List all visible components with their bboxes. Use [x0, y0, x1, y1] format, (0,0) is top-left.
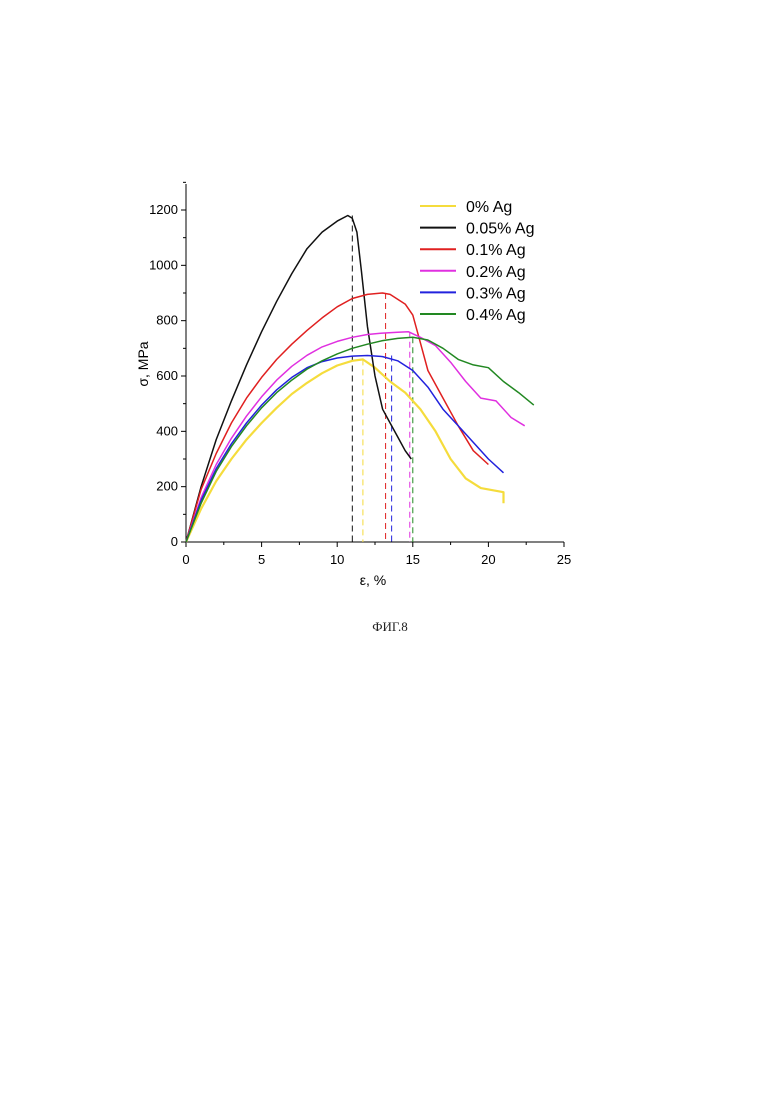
x-tick-label: 5 — [258, 552, 265, 567]
x-ticks: 0 5 10 15 20 25 — [182, 542, 571, 567]
x-axis-label: ε, % — [360, 572, 386, 588]
y-tick-label: 600 — [156, 368, 178, 383]
y-axis-label: σ, MPa — [135, 341, 151, 386]
legend-label: 0% Ag — [466, 199, 512, 216]
legend-label: 0.4% Ag — [466, 307, 526, 324]
y-tick-label: 1000 — [149, 257, 178, 272]
legend-label: 0.05% Ag — [466, 221, 535, 238]
x-tick-label: 15 — [406, 552, 420, 567]
legend-label: 0.2% Ag — [466, 264, 526, 281]
legend-label: 0.1% Ag — [466, 242, 526, 259]
series-line — [186, 356, 504, 543]
y-tick-label: 200 — [156, 479, 178, 494]
series-line — [186, 293, 488, 542]
legend-item: 0.4% Ag — [420, 307, 526, 324]
x-tick-label: 0 — [182, 552, 189, 567]
x-tick-label: 10 — [330, 552, 344, 567]
chart-axes — [186, 184, 564, 542]
figure-caption: ФИГ.8 — [0, 619, 780, 635]
legend-item: 0% Ag — [420, 199, 512, 216]
y-tick-label: 800 — [156, 313, 178, 328]
x-tick-label: 25 — [557, 552, 571, 567]
series-line — [186, 359, 504, 542]
x-tick-label: 20 — [481, 552, 495, 567]
legend-item: 0.1% Ag — [420, 242, 526, 259]
series-line — [186, 337, 534, 542]
series-line — [186, 216, 411, 543]
legend-item: 0.2% Ag — [420, 264, 526, 281]
legend-label: 0.3% Ag — [466, 285, 526, 302]
legend-item: 0.3% Ag — [420, 285, 526, 302]
y-ticks: 0 200 400 600 800 1000 1200 — [149, 182, 186, 549]
legend-item: 0.05% Ag — [420, 221, 535, 238]
legend: 0% Ag 0.05% Ag 0.1% Ag 0.2% Ag 0.3% Ag 0.4% A… — [420, 199, 535, 324]
y-tick-label: 1200 — [149, 202, 178, 217]
y-tick-label: 0 — [171, 534, 178, 549]
y-tick-label: 400 — [156, 423, 178, 438]
